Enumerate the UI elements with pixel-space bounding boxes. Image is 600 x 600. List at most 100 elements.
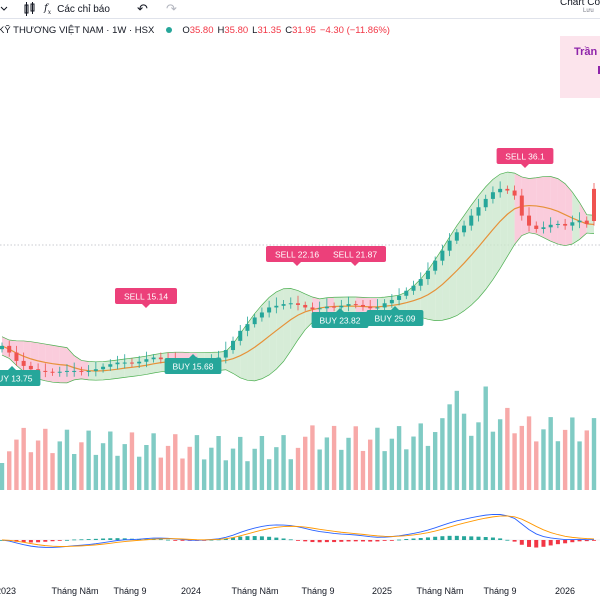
macd-histogram-bar	[584, 540, 589, 542]
volume-bar	[317, 449, 322, 490]
candle-body	[447, 240, 452, 251]
indicators-button[interactable]: fx Các chỉ báo	[44, 0, 110, 18]
moving-average-line	[1, 204, 595, 372]
chart-corner-label[interactable]: Chart Co	[560, 0, 600, 8]
candle-body	[317, 308, 322, 310]
candle-body	[548, 224, 553, 228]
macd-histogram-bar	[281, 538, 286, 540]
candle	[490, 186, 495, 204]
x-tick-label: Tháng Năm	[51, 586, 98, 596]
volume-bar	[584, 430, 589, 490]
candle-body	[267, 307, 272, 313]
side-panel[interactable]: Trần	[560, 36, 600, 98]
dropdown-icon[interactable]	[0, 0, 8, 18]
volume-bar	[295, 447, 301, 490]
candle-body	[454, 232, 459, 241]
candle	[231, 336, 236, 354]
volume-bar	[86, 430, 91, 490]
macd-histogram-bar	[440, 536, 445, 540]
x-tick-label: Tháng 9	[483, 586, 516, 596]
candle	[404, 287, 409, 300]
candle-body	[43, 370, 48, 372]
candle-body	[296, 303, 300, 305]
badge-box	[164, 358, 222, 374]
volume-bar	[555, 441, 561, 490]
macd-histogram-bar	[577, 540, 582, 542]
candle-body	[259, 312, 264, 318]
redo-icon[interactable]: ↷	[166, 1, 177, 16]
candle-body	[353, 304, 358, 306]
buy-signal-badge: BUY 13.75	[0, 366, 41, 386]
candle	[137, 355, 142, 368]
sell-signal-badge: SELL 15.14	[115, 288, 177, 308]
volume-bar	[238, 436, 243, 490]
volume-bar	[483, 386, 488, 490]
macd-histogram-bar	[115, 538, 120, 540]
candle	[245, 316, 250, 337]
candle	[519, 188, 524, 221]
candle-body	[425, 270, 430, 280]
macd-histogram-bar	[108, 538, 113, 540]
volume-bar	[151, 433, 156, 490]
macd-histogram-bar	[310, 540, 315, 543]
candle-body	[137, 361, 142, 364]
candles-icon[interactable]	[22, 0, 36, 18]
volume-bar	[310, 425, 315, 490]
macd-histogram-bar	[324, 540, 329, 543]
volume-bar	[173, 434, 178, 490]
volume-bar	[28, 452, 34, 490]
macd-histogram-bar	[360, 540, 365, 542]
high-label: H	[217, 24, 225, 36]
volume-bar	[245, 461, 250, 490]
save-label[interactable]: Lưu	[583, 8, 594, 14]
volume-bar	[476, 422, 481, 490]
candle	[534, 221, 539, 233]
sell-signal-badge: SELL 36.1	[496, 148, 554, 168]
candle-body	[339, 305, 344, 308]
volume-bar	[209, 447, 214, 490]
candle-body	[57, 371, 62, 373]
candle	[158, 352, 163, 364]
candle	[93, 361, 98, 377]
candle	[505, 185, 510, 194]
volume-bar	[367, 439, 373, 490]
macd-histogram-bar	[555, 540, 560, 545]
volume-bar	[252, 448, 257, 490]
candle-body	[274, 305, 279, 308]
macd-histogram-bar	[93, 538, 98, 540]
volume-bar	[223, 460, 229, 490]
volume-bar	[331, 425, 337, 490]
upper-band-line	[1, 171, 595, 363]
volume-bar	[201, 459, 207, 490]
volume-bar	[389, 438, 395, 490]
x-tick-label: Tháng Năm	[416, 586, 463, 596]
macd-line	[1, 513, 595, 548]
lower-band-line	[1, 232, 595, 384]
macd-histogram-bar	[512, 540, 517, 542]
volume-bar	[43, 428, 48, 490]
sell-signal-badge: SELL 22.16	[266, 246, 328, 266]
candle-body	[50, 371, 55, 373]
buy-signal-badge: BUY 25.09	[366, 306, 424, 326]
volume-bar	[14, 439, 19, 490]
badge-arrow	[8, 366, 16, 370]
macd-histogram-bar	[483, 537, 488, 540]
candle	[548, 217, 553, 233]
candle	[115, 355, 120, 370]
macd-histogram-bar	[541, 540, 546, 547]
candle-body	[563, 223, 568, 226]
band-fill-segment	[74, 355, 82, 380]
candle-body	[115, 362, 120, 365]
macd-histogram-bar	[303, 540, 308, 542]
candle	[79, 366, 84, 376]
candle	[151, 354, 156, 363]
undo-icon[interactable]: ↶	[137, 1, 148, 16]
candle	[592, 183, 596, 226]
macd-histogram-bar	[548, 540, 553, 546]
candle	[296, 295, 300, 311]
volume-bar	[136, 456, 142, 490]
volume-bar	[505, 407, 510, 490]
candle-body	[577, 220, 582, 223]
candle	[223, 341, 228, 364]
